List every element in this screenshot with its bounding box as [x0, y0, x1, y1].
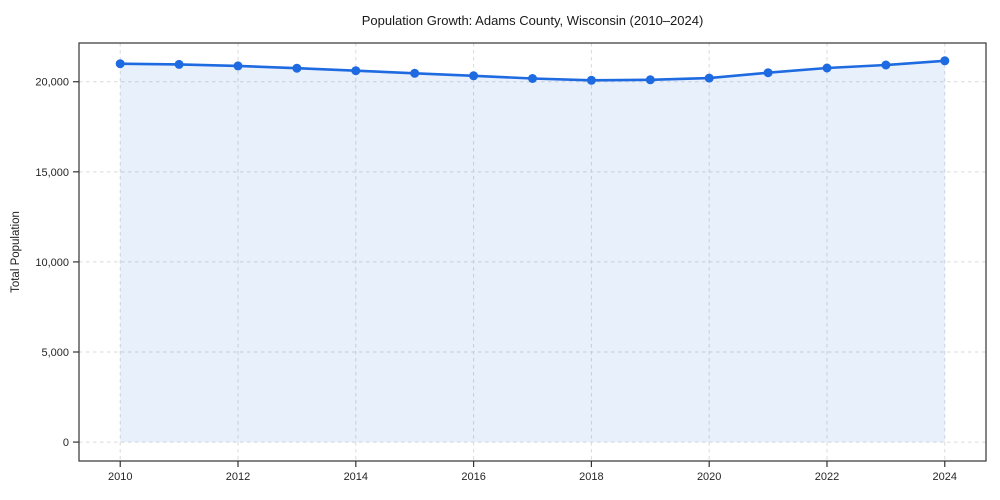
data-point: [233, 61, 243, 71]
data-point: [763, 68, 773, 78]
area-fill: [120, 60, 945, 443]
x-tick-label: 2020: [697, 471, 721, 483]
x-tick-label: 2014: [344, 471, 368, 483]
tick-layer: 0 5,000 10,000 15,000 20,000 2010 2012 2014 2016…: [35, 77, 957, 483]
data-point: [410, 68, 420, 78]
x-tick-label: 2012: [226, 471, 250, 483]
axes-border: [78, 42, 987, 462]
y-tick-label: 15,000: [35, 167, 69, 179]
y-tick-label: 5,000: [41, 347, 69, 359]
plot-area: [79, 43, 986, 461]
data-point: [645, 75, 655, 85]
x-tick-label: 2010: [108, 471, 132, 483]
y-axis-label: Total Population: [10, 211, 22, 293]
y-tick-label: 10,000: [35, 257, 69, 269]
data-point: [528, 74, 537, 83]
chart-title: Population Growth: Adams County, Wiscons…: [362, 13, 704, 28]
data-point: [822, 63, 832, 73]
data-point: [115, 59, 125, 69]
data-point: [704, 73, 714, 83]
data-point: [469, 71, 479, 81]
data-point: [586, 75, 596, 85]
x-tick-label: 2018: [579, 471, 603, 483]
y-tick-label: 20,000: [35, 77, 69, 89]
x-tick-label: 2024: [933, 471, 957, 483]
x-tick-label: 2016: [461, 471, 485, 483]
y-tick-label: 0: [63, 437, 69, 449]
data-point: [292, 63, 302, 73]
data-point: [174, 59, 184, 69]
x-tick-label: 2022: [815, 471, 839, 483]
data-point: [351, 66, 361, 76]
data-point: [881, 60, 891, 70]
series-layer: [115, 56, 950, 443]
data-point: [940, 56, 950, 66]
